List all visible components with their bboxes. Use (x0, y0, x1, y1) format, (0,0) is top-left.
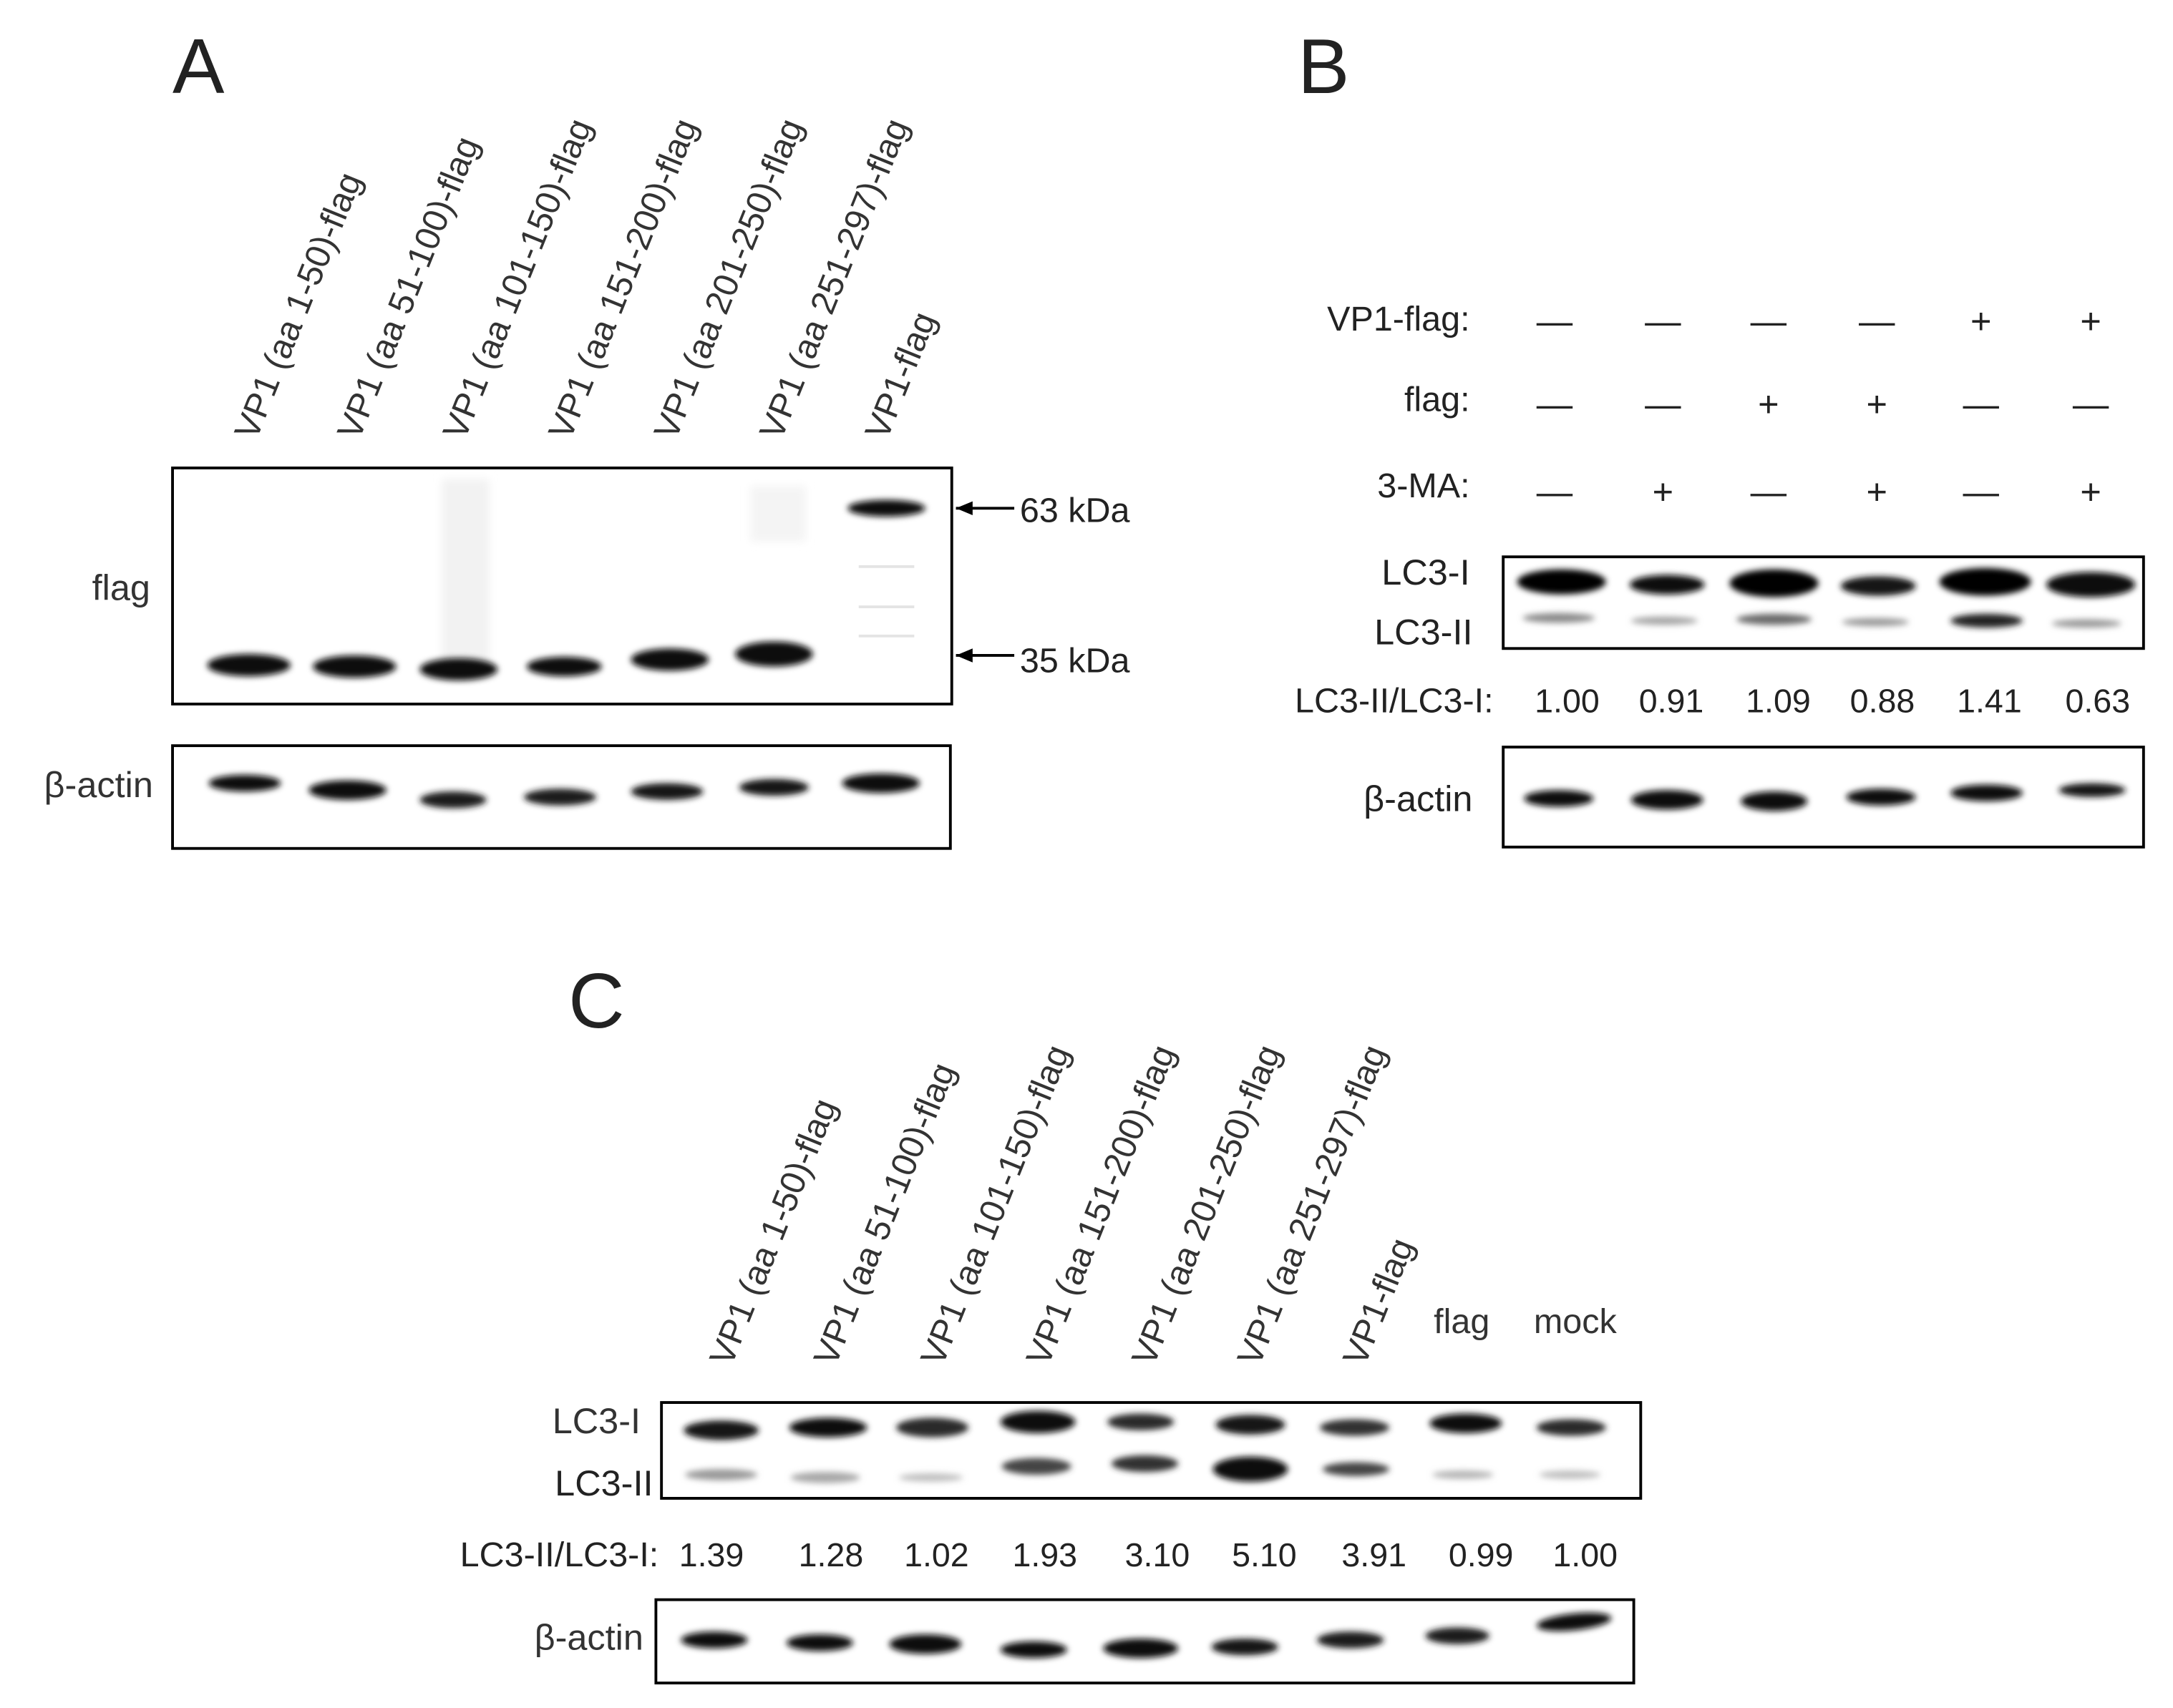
band (419, 658, 498, 680)
ratio-value: 0.91 (1639, 683, 1704, 720)
condition-label: flag: (1404, 380, 1470, 419)
sign: + (1970, 301, 1991, 341)
panel-c-actin-blot (654, 1598, 1635, 1685)
panel-a-letter: A (172, 24, 225, 110)
band-label-lc3-ii: LC3-II (1374, 611, 1472, 652)
sign: — (1645, 384, 1681, 424)
sign: — (1963, 471, 2000, 512)
sign: — (1537, 471, 1573, 512)
panel-c: C VP1 (aa 1-50)-flag VP1 (aa 51-100)-fla… (460, 958, 1643, 1685)
ratio-value: 0.63 (2065, 683, 2130, 720)
panel-a-flag-blot (171, 467, 953, 706)
sign: — (1751, 301, 1787, 341)
ratio-label: LC3-II/LC3-I: (1295, 682, 1494, 721)
sign: + (1866, 471, 1887, 512)
arrow-icon (956, 501, 973, 515)
sign: — (1751, 471, 1787, 512)
sign: — (1645, 301, 1681, 341)
blot-label-actin: β-actin (535, 1616, 643, 1657)
panel-b-actin-blot (1502, 746, 2145, 849)
panel-b-lc3-blot (1502, 555, 2145, 650)
sign: + (2080, 301, 2101, 341)
ratio-label: LC3-II/LC3-I: (460, 1536, 659, 1574)
sign: — (1537, 384, 1573, 424)
marker-35: 35 kDa (1020, 641, 1130, 680)
lane-label-mock: mock (1534, 1302, 1618, 1341)
ratio-value: 0.99 (1449, 1536, 1514, 1573)
ratio-value: 5.10 (1232, 1536, 1297, 1573)
blot-label-flag: flag (92, 567, 150, 607)
panel-c-letter: C (568, 958, 624, 1045)
ratio-value: 1.28 (799, 1536, 864, 1573)
ratio-value: 0.88 (1850, 683, 1915, 720)
band (207, 654, 291, 677)
sign: — (1859, 301, 1895, 341)
sign: + (1758, 384, 1779, 424)
sign: — (1963, 384, 2000, 424)
sign: + (1653, 471, 1673, 512)
lane-label-flag: flag (1434, 1302, 1489, 1341)
panel-b-letter: B (1298, 24, 1349, 110)
sign: + (1866, 384, 1887, 424)
panel-b-ratios: LC3-II/LC3-I: 1.00 0.91 1.09 0.88 1.41 0… (1295, 682, 2130, 721)
band-label-lc3-i: LC3-I (553, 1400, 641, 1441)
ratio-value: 1.93 (1012, 1536, 1077, 1573)
lane-label: VP1-flag (858, 307, 944, 445)
band (735, 641, 813, 667)
band-label-lc3-ii: LC3-II (555, 1463, 653, 1503)
condition-label: 3-MA: (1377, 467, 1469, 505)
band-label-lc3-i: LC3-I (1381, 552, 1469, 592)
blot-label-actin: β-actin (1363, 778, 1472, 819)
ratio-value: 1.09 (1746, 683, 1811, 720)
band (847, 499, 925, 517)
sign: + (2080, 471, 2101, 512)
marker-63: 63 kDa (1020, 492, 1130, 530)
panel-a-actin-blot (171, 744, 952, 850)
band (313, 655, 397, 678)
arrow-icon (956, 648, 973, 663)
blot-label-actin: β-actin (44, 764, 153, 805)
ratio-value: 3.91 (1341, 1536, 1406, 1573)
panel-c-lc3-blot (660, 1401, 1643, 1500)
ratio-value: 3.10 (1125, 1536, 1190, 1573)
panel-a-markers: 63 kDa 35 kDa (956, 492, 1130, 680)
ratio-value: 1.41 (1957, 683, 2022, 720)
ratio-value: 1.39 (679, 1536, 744, 1573)
condition-label: VP1-flag: (1327, 300, 1470, 338)
sign: — (1537, 301, 1573, 341)
panel-a: A VP1 (aa 1-50)-flag VP1 (aa 51-100)-fla… (44, 24, 1130, 850)
lane-label: VP1-flag (1336, 1233, 1421, 1371)
sign: — (2073, 384, 2109, 424)
band (631, 648, 709, 671)
panel-b-conditions: VP1-flag: flag: 3-MA: — — — — + + — — + … (1327, 300, 2109, 512)
panel-c-lane-labels: VP1 (aa 1-50)-flag VP1 (aa 51-100)-flag … (702, 1040, 1617, 1371)
panel-c-ratios: LC3-II/LC3-I: 1.39 1.28 1.02 1.93 3.10 5… (460, 1536, 1618, 1574)
ratio-value: 1.00 (1552, 1536, 1618, 1573)
ratio-value: 1.00 (1535, 683, 1600, 720)
band (526, 656, 602, 677)
panel-b: B VP1-flag: flag: 3-MA: — — — — + + — — … (1295, 24, 2145, 849)
ratio-value: 1.02 (904, 1536, 969, 1573)
panel-a-lane-labels: VP1 (aa 1-50)-flag VP1 (aa 51-100)-flag … (228, 114, 944, 445)
